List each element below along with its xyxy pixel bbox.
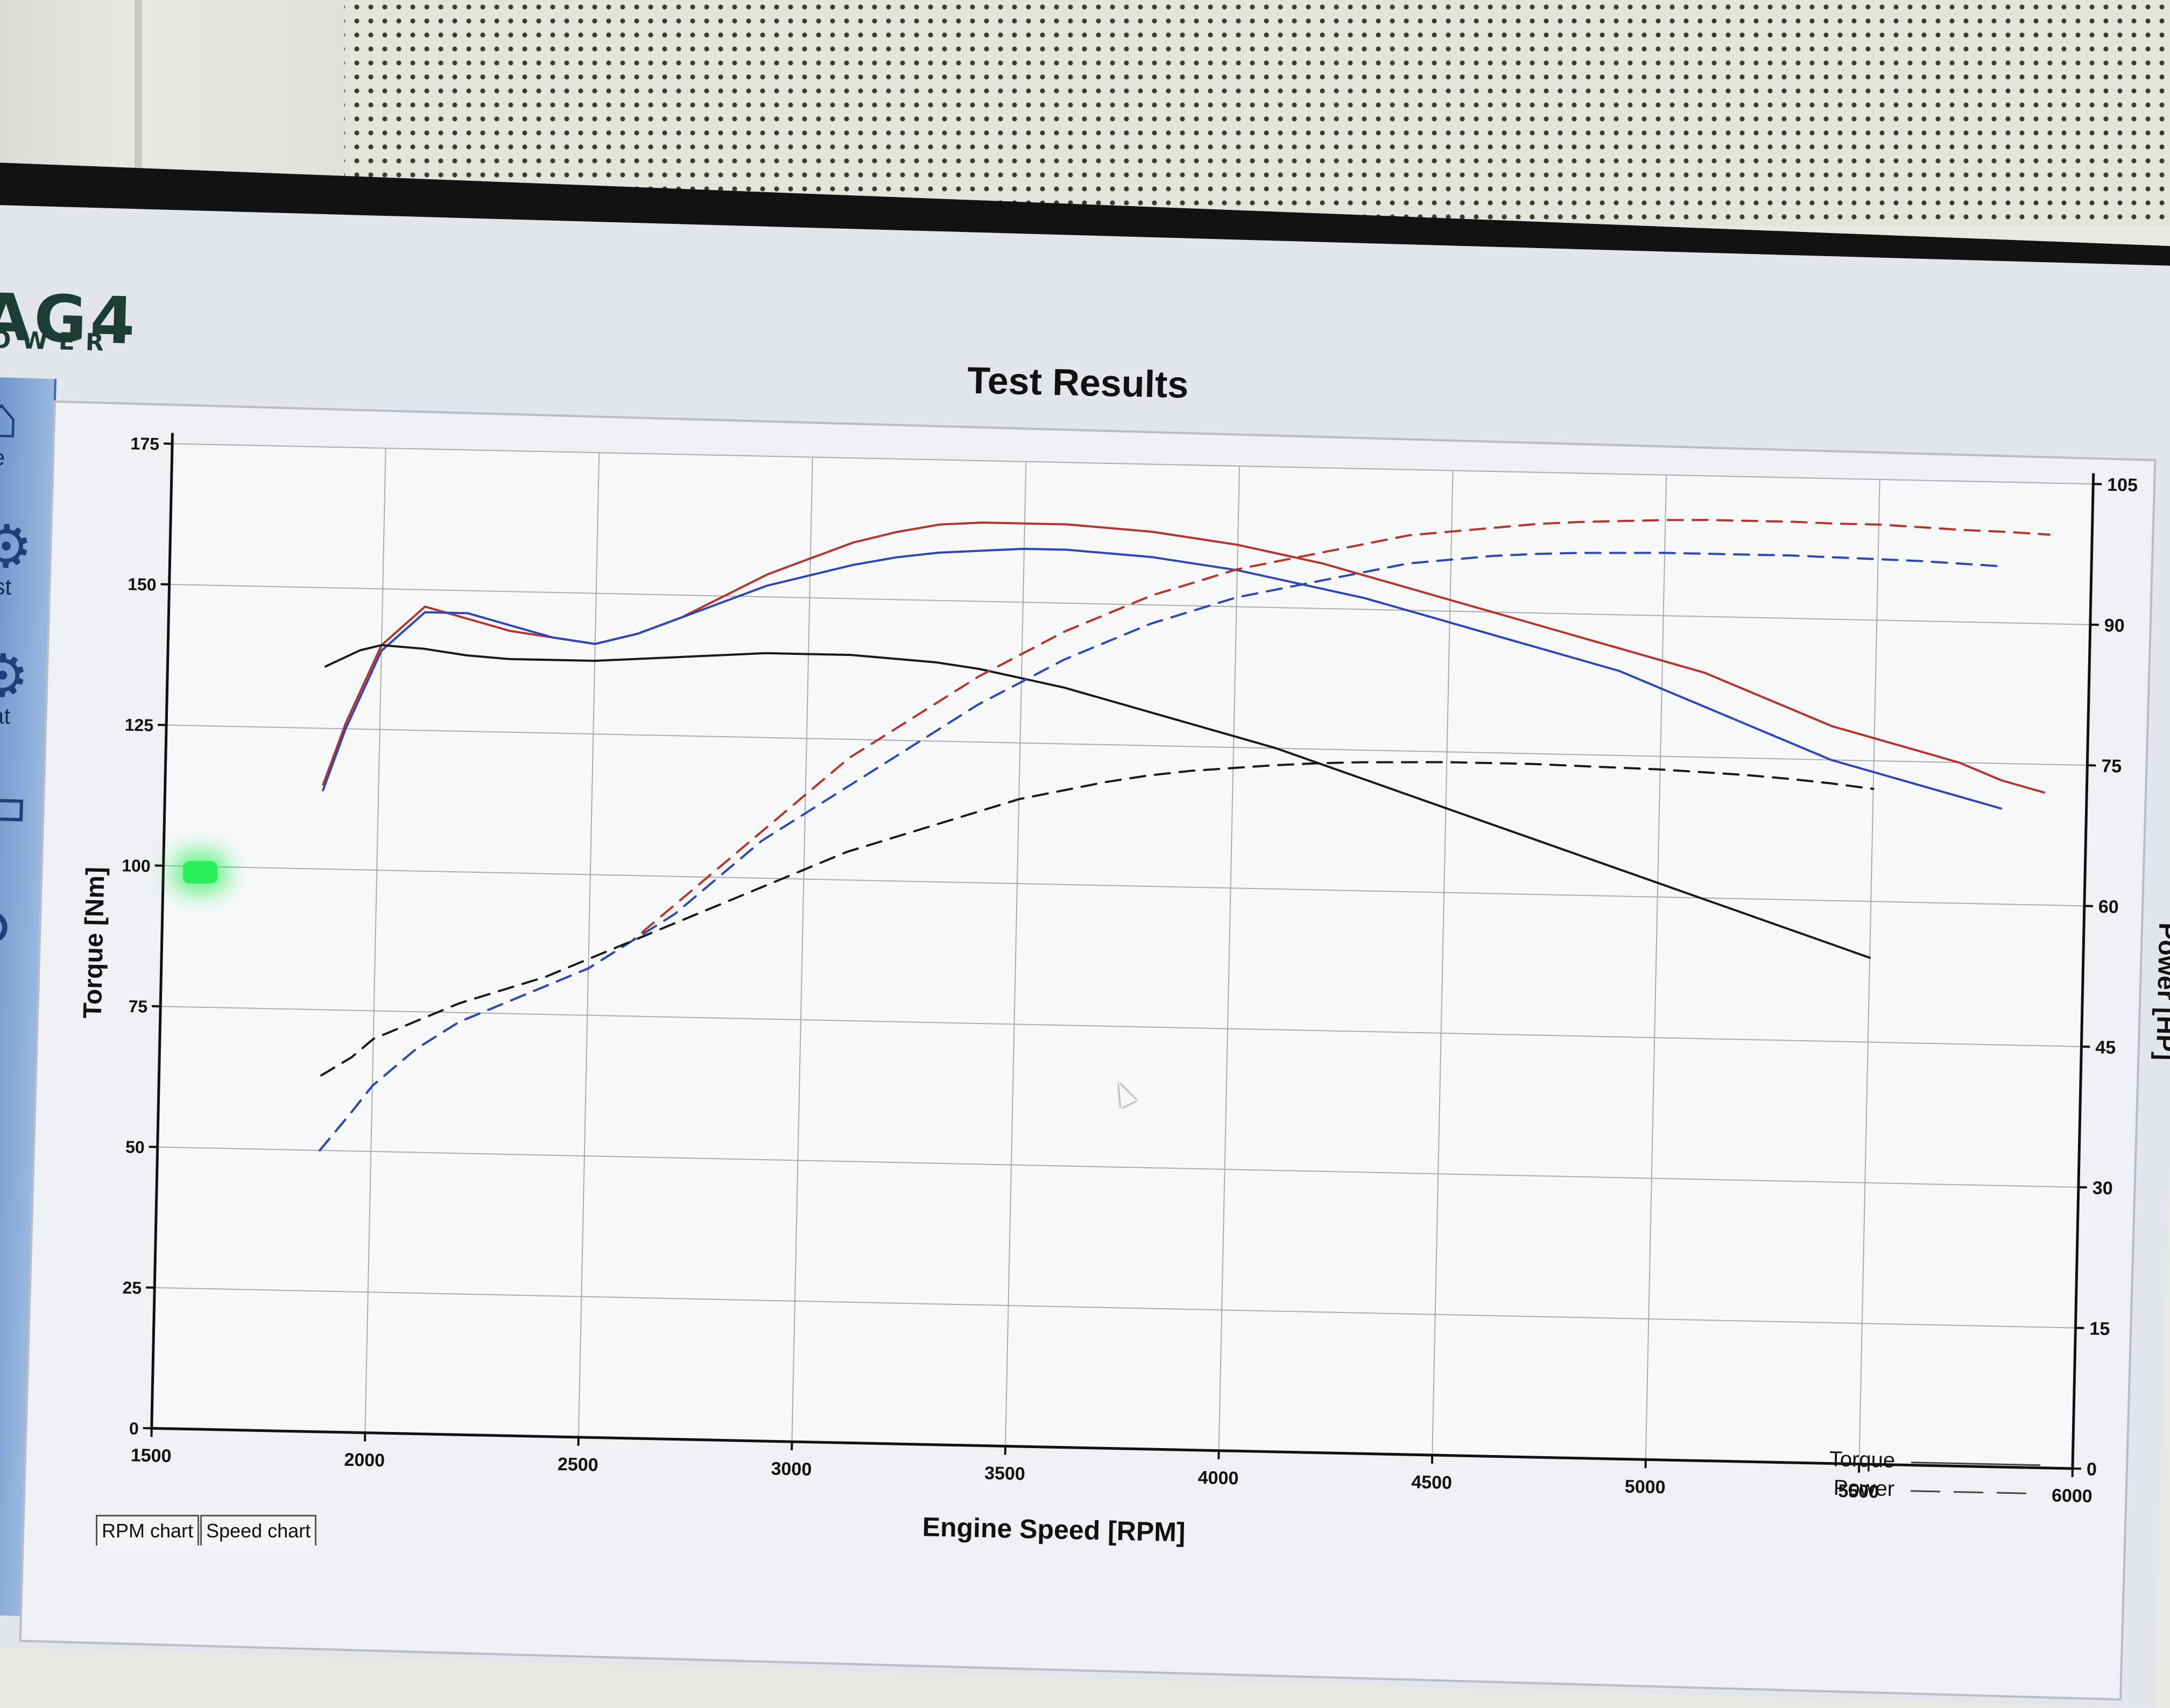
y2-tick-label: 60 bbox=[2098, 897, 2119, 917]
chart-title: Test Results bbox=[967, 359, 1189, 406]
y2-tick-label: 90 bbox=[2104, 615, 2125, 636]
y2-tick-label: 45 bbox=[2095, 1037, 2116, 1058]
y2-axis-label: Power [HP] bbox=[2151, 922, 2170, 1061]
y-tick-label: 175 bbox=[130, 434, 159, 454]
x-tick-label: 1500 bbox=[130, 1445, 171, 1466]
y-axis-label: Torque [Nm] bbox=[79, 866, 110, 1019]
y-tick-label: 75 bbox=[128, 997, 147, 1017]
y2-tick-label: 15 bbox=[2089, 1318, 2110, 1339]
tab-speed-chart[interactable]: Speed chart bbox=[200, 1515, 316, 1545]
y2-tick-label: 75 bbox=[2101, 756, 2122, 777]
y-tick-label: 25 bbox=[122, 1278, 142, 1298]
y2-tick-label: 105 bbox=[2107, 475, 2138, 496]
x-tick-label: 4500 bbox=[1411, 1472, 1452, 1493]
y2-tick-label: 30 bbox=[2092, 1178, 2113, 1199]
x-tick-label: 3000 bbox=[771, 1458, 812, 1480]
x-tick-label: 6000 bbox=[2052, 1485, 2092, 1507]
y-tick-label: 50 bbox=[125, 1137, 145, 1157]
y-tick-label: 100 bbox=[122, 856, 151, 876]
chart-grid bbox=[152, 444, 2094, 1469]
legend-label-power: Power bbox=[1833, 1476, 1894, 1501]
plot-area bbox=[152, 444, 2094, 1469]
x-tick-label: 4000 bbox=[1197, 1467, 1238, 1489]
legend-swatch-power bbox=[1911, 1491, 2040, 1494]
status-led bbox=[183, 861, 217, 884]
legend-label-torque: Torque bbox=[1829, 1448, 1895, 1473]
x-tick-label: 2500 bbox=[558, 1454, 598, 1476]
x-axis-label: Engine Speed [RPM] bbox=[922, 1512, 1186, 1547]
y2-tick-label: 0 bbox=[2087, 1459, 2097, 1480]
x-tick-label: 2000 bbox=[344, 1450, 385, 1471]
x-tick-label: 5000 bbox=[1625, 1477, 1666, 1498]
x-tick-label: 3500 bbox=[984, 1463, 1025, 1485]
tab-rpm-chart[interactable]: RPM chart bbox=[96, 1515, 199, 1545]
y-tick-label: 150 bbox=[128, 574, 157, 594]
y-tick-label: 0 bbox=[129, 1418, 139, 1438]
y-tick-label: 125 bbox=[124, 715, 153, 735]
